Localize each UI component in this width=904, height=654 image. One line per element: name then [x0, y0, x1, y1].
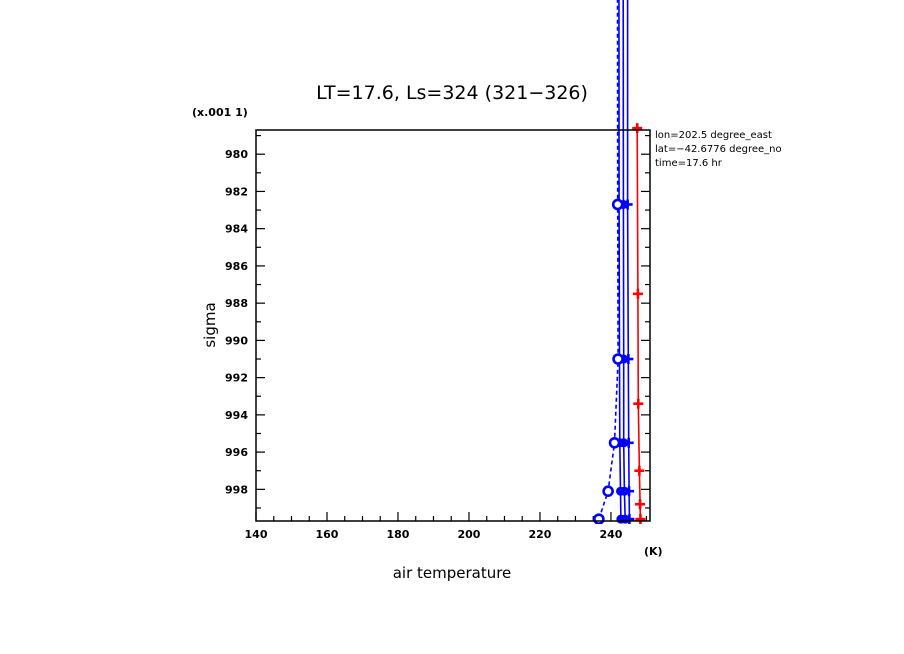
series-5-marker	[593, 513, 605, 524]
y-tick-label: 980	[225, 148, 248, 161]
x-tick-label: 240	[599, 528, 622, 541]
x-unit-label: (K)	[644, 545, 663, 558]
series-5-marker	[602, 485, 614, 498]
x-axis-label: air temperature	[393, 564, 512, 582]
x-tick-label: 140	[245, 528, 268, 541]
y-axis-ticks: 980 982 984 986 988 990 992 994 996 998	[225, 134, 650, 509]
x-tick-label: 200	[457, 528, 480, 541]
y-tick-label: 986	[225, 260, 248, 273]
annotation-lon: lon=202.5 degree_east	[655, 130, 772, 141]
series-4-marker	[616, 486, 626, 496]
annotation-cover	[781, 126, 904, 174]
series-5-marker	[611, 198, 624, 211]
plot-frame	[255, 129, 651, 522]
series-line-3	[622, 0, 626, 520]
series-5-marker	[608, 436, 621, 449]
series-layer	[593, 0, 646, 524]
y-tick-label: 994	[225, 409, 248, 422]
series-line-1	[636, 128, 642, 520]
x-tick-label: 180	[386, 528, 409, 541]
y-tick-label: 992	[225, 372, 248, 385]
annotation-block: lon=202.5 degree_east lat=−42.6776 degre…	[655, 130, 796, 169]
y-tick-label: 998	[225, 483, 248, 496]
chart-title: LT=17.6, Ls=324 (321−326)	[316, 82, 588, 104]
y-tick-label: 996	[225, 446, 248, 459]
series-line-4	[618, 0, 622, 520]
annotation-time: time=17.6 hr	[655, 158, 723, 169]
y-tick-label: 990	[225, 334, 248, 347]
y-tick-label: 988	[225, 297, 248, 310]
annotation-lat: lat=−42.6776 degree_north	[655, 144, 796, 155]
series-4-marker	[616, 514, 626, 524]
y-axis-label: sigma	[201, 302, 219, 347]
x-tick-label: 160	[316, 528, 339, 541]
y-tick-label: 984	[225, 223, 248, 236]
series-5-marker	[612, 353, 624, 365]
y-scale-note: (x.001 1)	[192, 106, 248, 119]
x-tick-label: 220	[528, 528, 551, 541]
x-axis-ticks: 140 160 180 200 220 240	[245, 512, 648, 541]
y-tick-label: 982	[225, 185, 248, 198]
